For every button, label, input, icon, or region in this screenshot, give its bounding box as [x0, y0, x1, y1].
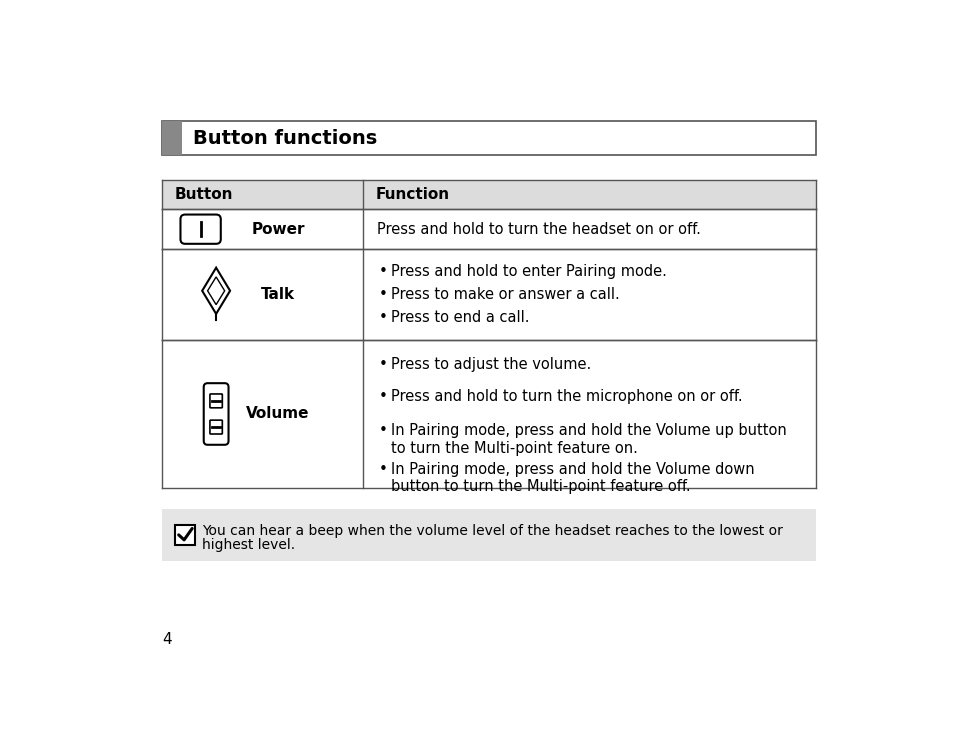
- Text: Talk: Talk: [261, 287, 294, 302]
- Bar: [162, 180, 815, 209]
- Text: Press and hold to turn the headset on or off.: Press and hold to turn the headset on or…: [377, 222, 700, 237]
- Bar: [174, 525, 195, 545]
- Text: Button: Button: [174, 187, 233, 202]
- Text: Button functions: Button functions: [193, 129, 376, 148]
- FancyBboxPatch shape: [204, 383, 229, 444]
- Text: Power: Power: [251, 222, 305, 237]
- Bar: [162, 122, 815, 155]
- Bar: [162, 122, 182, 155]
- Text: Press to make or answer a call.: Press to make or answer a call.: [391, 287, 619, 302]
- Text: •: •: [378, 357, 387, 372]
- Text: •: •: [378, 423, 387, 439]
- Text: •: •: [378, 462, 387, 476]
- Bar: [162, 249, 815, 340]
- Text: Press and hold to turn the microphone on or off.: Press and hold to turn the microphone on…: [391, 390, 742, 404]
- Text: Volume: Volume: [246, 407, 310, 421]
- Text: •: •: [378, 287, 387, 302]
- Text: Press and hold to enter Pairing mode.: Press and hold to enter Pairing mode.: [391, 264, 666, 280]
- FancyBboxPatch shape: [210, 394, 222, 408]
- Text: Press to adjust the volume.: Press to adjust the volume.: [391, 357, 591, 372]
- Text: Function: Function: [375, 187, 450, 202]
- Text: In Pairing mode, press and hold the Volume down
button to turn the Multi-point f: In Pairing mode, press and hold the Volu…: [391, 462, 754, 494]
- Text: In Pairing mode, press and hold the Volume up button
to turn the Multi-point fea: In Pairing mode, press and hold the Volu…: [391, 423, 786, 456]
- Text: •: •: [378, 264, 387, 280]
- Text: •: •: [378, 310, 387, 325]
- FancyBboxPatch shape: [210, 420, 222, 434]
- FancyBboxPatch shape: [180, 214, 220, 244]
- Text: You can hear a beep when the volume level of the headset reaches to the lowest o: You can hear a beep when the volume leve…: [202, 524, 782, 538]
- Bar: [162, 340, 815, 488]
- Bar: [162, 209, 815, 249]
- Text: •: •: [378, 390, 387, 404]
- Text: Press to end a call.: Press to end a call.: [391, 310, 529, 325]
- Bar: [162, 509, 815, 561]
- Text: 4: 4: [162, 632, 172, 647]
- Text: highest level.: highest level.: [202, 538, 295, 552]
